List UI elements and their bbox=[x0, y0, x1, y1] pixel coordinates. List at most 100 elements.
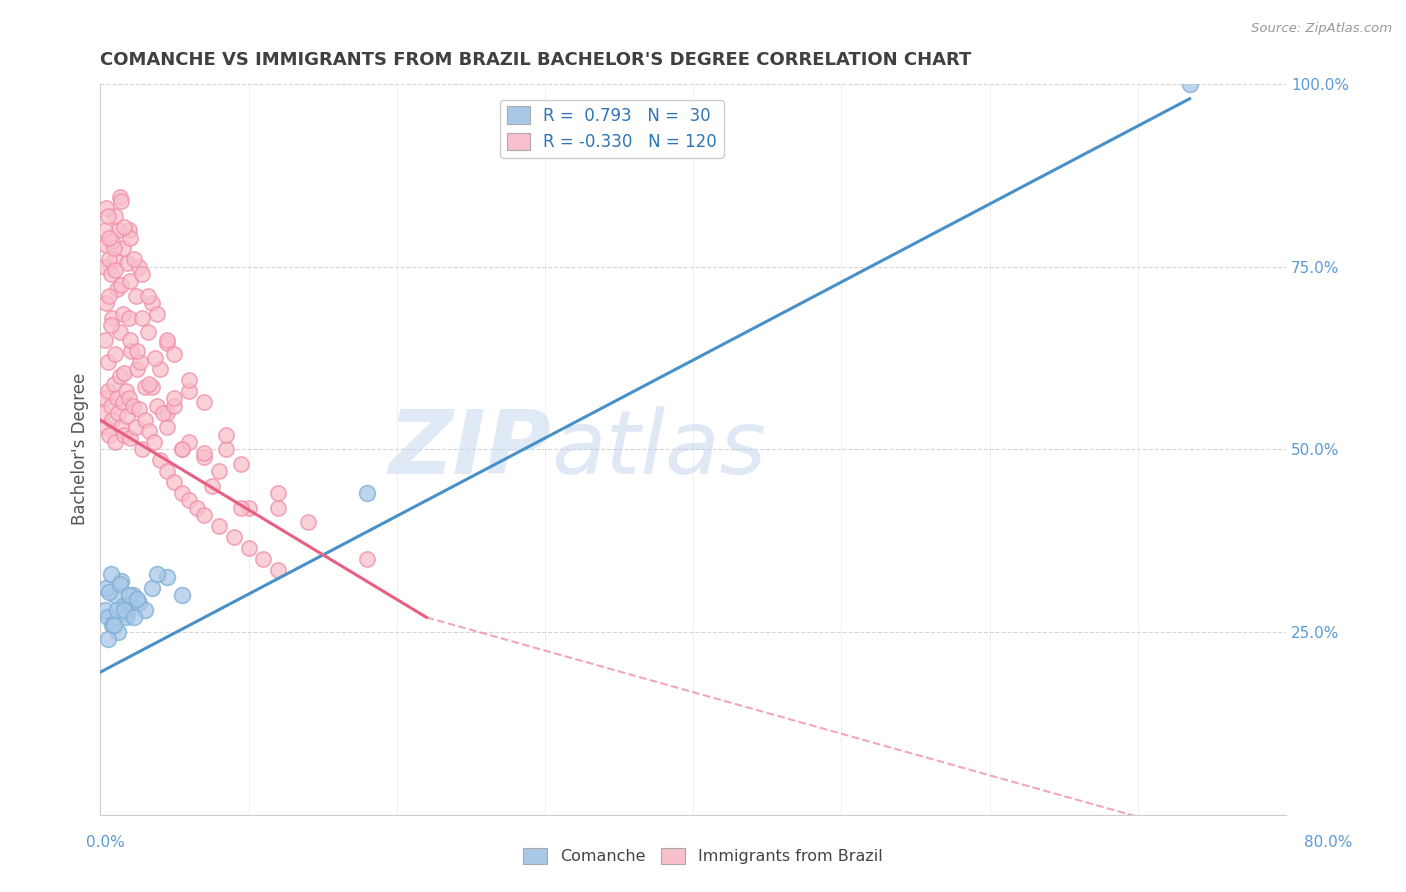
Point bbox=[98, 252, 121, 267]
Point bbox=[115, 256, 138, 270]
Point bbox=[100, 399, 122, 413]
Point bbox=[231, 457, 253, 471]
Point bbox=[115, 607, 138, 621]
Point bbox=[252, 552, 274, 566]
Point bbox=[136, 289, 159, 303]
Point bbox=[356, 486, 378, 500]
Text: atlas: atlas bbox=[551, 407, 766, 492]
Point bbox=[118, 333, 141, 347]
Point bbox=[208, 464, 231, 478]
Point bbox=[104, 252, 127, 267]
Point bbox=[98, 289, 121, 303]
Point bbox=[91, 406, 114, 420]
Point bbox=[96, 296, 118, 310]
Point bbox=[117, 223, 139, 237]
Point bbox=[156, 336, 179, 351]
Point bbox=[101, 617, 124, 632]
Point bbox=[96, 581, 118, 595]
Point bbox=[104, 435, 127, 450]
Text: 0.0%: 0.0% bbox=[86, 836, 125, 850]
Point bbox=[104, 209, 127, 223]
Point bbox=[111, 242, 134, 256]
Point bbox=[156, 406, 179, 420]
Point bbox=[128, 260, 150, 274]
Point bbox=[127, 362, 149, 376]
Point bbox=[138, 376, 160, 391]
Point bbox=[156, 333, 179, 347]
Point bbox=[163, 399, 186, 413]
Point bbox=[131, 310, 153, 325]
Text: ZIP: ZIP bbox=[388, 406, 551, 493]
Point bbox=[134, 413, 156, 427]
Point bbox=[110, 574, 132, 588]
Point bbox=[136, 326, 159, 340]
Point bbox=[170, 589, 193, 603]
Point bbox=[215, 427, 238, 442]
Point bbox=[105, 391, 128, 405]
Point bbox=[145, 307, 167, 321]
Point bbox=[105, 603, 128, 617]
Point bbox=[131, 267, 153, 281]
Point bbox=[117, 391, 139, 405]
Point bbox=[141, 581, 163, 595]
Point bbox=[107, 406, 129, 420]
Text: 80.0%: 80.0% bbox=[1305, 836, 1353, 850]
Point bbox=[127, 343, 149, 358]
Point bbox=[179, 435, 201, 450]
Point bbox=[134, 380, 156, 394]
Point bbox=[138, 424, 160, 438]
Point bbox=[128, 402, 150, 417]
Point bbox=[1178, 77, 1201, 91]
Point bbox=[96, 237, 118, 252]
Point bbox=[101, 413, 124, 427]
Point bbox=[356, 552, 378, 566]
Point bbox=[96, 420, 118, 434]
Point bbox=[145, 399, 167, 413]
Point bbox=[215, 442, 238, 457]
Point bbox=[112, 219, 135, 234]
Point bbox=[94, 333, 117, 347]
Point bbox=[134, 603, 156, 617]
Point bbox=[108, 326, 131, 340]
Point bbox=[108, 190, 131, 204]
Point bbox=[118, 274, 141, 288]
Point bbox=[108, 577, 131, 591]
Point bbox=[110, 194, 132, 208]
Point bbox=[145, 566, 167, 581]
Point bbox=[94, 223, 117, 237]
Point bbox=[98, 584, 121, 599]
Point bbox=[179, 373, 201, 387]
Point bbox=[98, 230, 121, 244]
Point bbox=[267, 500, 290, 515]
Point bbox=[108, 369, 131, 384]
Y-axis label: Bachelor's Degree: Bachelor's Degree bbox=[72, 373, 89, 525]
Point bbox=[267, 563, 290, 577]
Point bbox=[117, 310, 139, 325]
Point bbox=[200, 479, 222, 493]
Point bbox=[141, 296, 163, 310]
Point bbox=[193, 450, 215, 464]
Point bbox=[179, 384, 201, 398]
Point bbox=[110, 420, 132, 434]
Point bbox=[149, 362, 172, 376]
Text: Source: ZipAtlas.com: Source: ZipAtlas.com bbox=[1251, 22, 1392, 36]
Point bbox=[110, 278, 132, 293]
Point bbox=[170, 442, 193, 457]
Point bbox=[129, 354, 152, 368]
Point bbox=[114, 384, 136, 398]
Point bbox=[107, 223, 129, 237]
Point bbox=[142, 435, 165, 450]
Point bbox=[96, 202, 118, 216]
Point bbox=[149, 453, 172, 467]
Point bbox=[97, 354, 120, 368]
Point bbox=[128, 596, 150, 610]
Point bbox=[170, 486, 193, 500]
Point bbox=[104, 589, 127, 603]
Point bbox=[103, 617, 125, 632]
Point bbox=[94, 260, 117, 274]
Point bbox=[100, 267, 122, 281]
Point bbox=[104, 347, 127, 361]
Point bbox=[103, 242, 125, 256]
Point bbox=[141, 380, 163, 394]
Point bbox=[267, 486, 290, 500]
